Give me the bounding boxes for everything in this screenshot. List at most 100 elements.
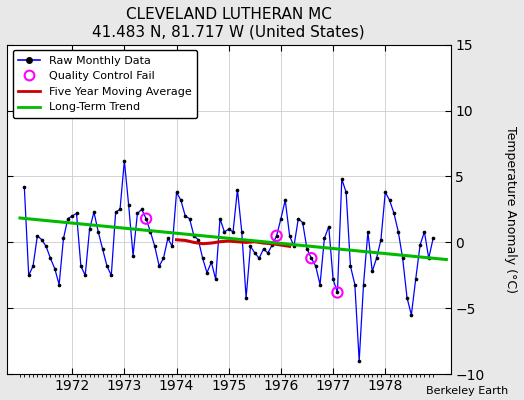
Point — [142, 216, 150, 222]
Point — [307, 255, 315, 262]
Point — [90, 209, 98, 215]
Point — [99, 246, 107, 252]
Point — [142, 216, 150, 222]
Point — [224, 226, 233, 232]
Point — [286, 232, 294, 239]
Point — [199, 255, 207, 262]
Point — [20, 184, 28, 190]
Point — [429, 235, 438, 242]
Point — [125, 202, 133, 209]
Point — [320, 235, 329, 242]
Point — [416, 242, 424, 248]
Point — [107, 272, 115, 278]
Point — [237, 229, 246, 235]
Point — [277, 216, 285, 222]
Point — [129, 252, 137, 259]
Point — [307, 255, 315, 262]
Point — [72, 210, 81, 216]
Y-axis label: Temperature Anomaly (°C): Temperature Anomaly (°C) — [504, 126, 517, 293]
Point — [377, 236, 385, 243]
Point — [94, 229, 103, 235]
Point — [246, 243, 255, 250]
Point — [133, 210, 141, 216]
Point — [390, 210, 398, 216]
Point — [220, 229, 228, 235]
Point — [264, 250, 272, 256]
Point — [346, 263, 355, 269]
Point — [398, 255, 407, 262]
Point — [216, 216, 224, 222]
Point — [272, 232, 281, 239]
Legend: Raw Monthly Data, Quality Control Fail, Five Year Moving Average, Long-Term Tren: Raw Monthly Data, Quality Control Fail, … — [13, 50, 198, 118]
Point — [381, 189, 389, 196]
Point — [38, 236, 46, 243]
Point — [172, 189, 181, 196]
Point — [120, 158, 128, 164]
Point — [368, 268, 376, 274]
Point — [329, 276, 337, 282]
Point — [42, 243, 50, 250]
Point — [290, 243, 298, 250]
Point — [294, 216, 302, 222]
Point — [207, 259, 215, 265]
Point — [63, 216, 72, 222]
Point — [407, 312, 416, 318]
Point — [250, 250, 259, 256]
Point — [420, 229, 429, 235]
Point — [259, 246, 268, 252]
Point — [316, 281, 324, 288]
Point — [203, 270, 211, 276]
Point — [103, 263, 111, 269]
Point — [386, 197, 394, 204]
Point — [46, 255, 54, 262]
Point — [324, 223, 333, 230]
Point — [333, 289, 342, 296]
Point — [112, 209, 120, 215]
Text: Berkeley Earth: Berkeley Earth — [426, 386, 508, 396]
Point — [85, 226, 94, 232]
Point — [55, 281, 63, 288]
Point — [33, 232, 41, 239]
Point — [281, 197, 289, 204]
Point — [233, 186, 242, 193]
Point — [255, 255, 264, 262]
Point — [181, 213, 190, 219]
Point — [229, 229, 237, 235]
Point — [159, 255, 168, 262]
Point — [51, 266, 59, 272]
Point — [394, 229, 402, 235]
Point — [177, 197, 185, 204]
Point — [29, 263, 37, 269]
Point — [194, 236, 202, 243]
Point — [150, 243, 159, 250]
Title: CLEVELAND LUTHERAN MC
41.483 N, 81.717 W (United States): CLEVELAND LUTHERAN MC 41.483 N, 81.717 W… — [92, 7, 365, 39]
Point — [242, 294, 250, 301]
Point — [155, 263, 163, 269]
Point — [146, 229, 155, 235]
Point — [59, 235, 68, 242]
Point — [342, 189, 351, 196]
Point — [68, 213, 77, 219]
Point — [403, 294, 411, 301]
Point — [25, 272, 33, 278]
Point — [268, 242, 276, 248]
Point — [185, 216, 194, 222]
Point — [303, 246, 311, 252]
Point — [364, 229, 372, 235]
Point — [333, 289, 342, 296]
Point — [359, 281, 368, 288]
Point — [351, 281, 359, 288]
Point — [373, 255, 381, 262]
Point — [272, 232, 281, 239]
Point — [424, 255, 433, 262]
Point — [190, 232, 198, 239]
Point — [81, 272, 90, 278]
Point — [355, 358, 363, 364]
Point — [163, 235, 172, 242]
Point — [312, 263, 320, 269]
Point — [116, 206, 124, 213]
Point — [337, 176, 346, 182]
Point — [77, 263, 85, 269]
Point — [212, 276, 220, 282]
Point — [137, 206, 146, 213]
